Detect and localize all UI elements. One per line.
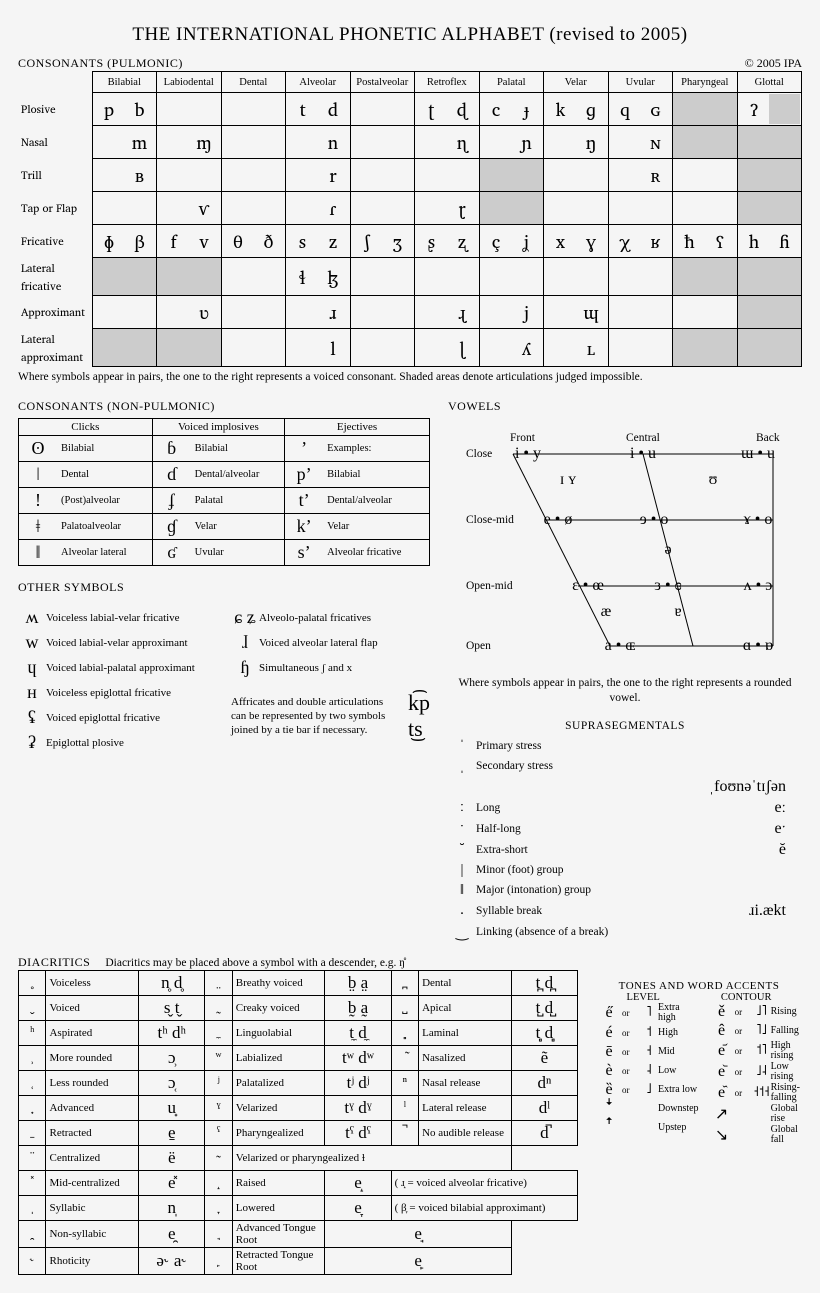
page-title: THE INTERNATIONAL PHONETIC ALPHABET (rev… [18,24,802,46]
pulmonic-caption: Where symbols appear in pairs, the one t… [18,371,802,383]
copyright: © 2005 IPA [745,56,802,71]
nonpulmonic-table: ClicksVoiced implosivesEjectives ʘBilabi… [18,418,430,566]
pulmonic-title: CONSONANTS (PULMONIC) [18,56,183,70]
tie-example: k͡p t͜s [408,690,430,742]
affricate-note: Affricates and double articulations can … [231,695,396,738]
nonpulmonic-title: CONSONANTS (NON-PULMONIC) [18,399,430,414]
pulmonic-table: BilabialLabiodentalDentalAlveolarPostalv… [18,71,802,367]
tones: TONES AND WORD ACCENTS LEVEL CONTOUR e̋o… [596,980,802,1146]
other-symbols: ʍVoiceless labial-velar fricativewVoiced… [18,607,430,757]
diacritics-subtitle: Diacritics may be placed above a symbol … [105,957,405,969]
diacritics-table: ̥Voicelessn̥ d̥̤Breathy voicedb̤ a̤̪Dent… [18,970,578,1275]
vowel-note: Where symbols appear in pairs, the one t… [448,676,802,706]
suprasegmentals: SUPRASEGMENTALS ˈPrimary stressˌSecondar… [448,720,802,942]
vowels-title: VOWELS [448,399,802,414]
other-title: OTHER SYMBOLS [18,580,430,595]
diacritics-title: DIACRITICS [18,955,90,969]
vowel-chart: Front Central Back Close Close-mid Open-… [468,432,792,672]
